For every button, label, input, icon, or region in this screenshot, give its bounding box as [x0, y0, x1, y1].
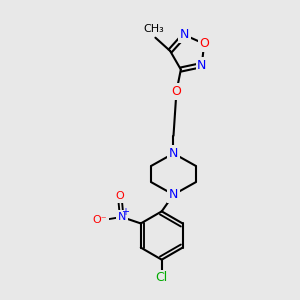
Text: O⁻: O⁻ — [92, 215, 107, 225]
Text: N: N — [197, 58, 206, 71]
Text: N: N — [180, 28, 189, 41]
Text: N: N — [169, 147, 178, 160]
Text: N: N — [118, 212, 126, 222]
Text: +: + — [122, 207, 130, 217]
Text: N: N — [169, 188, 178, 201]
Text: O: O — [116, 191, 124, 201]
Text: Cl: Cl — [156, 272, 168, 284]
Text: O: O — [199, 37, 209, 50]
Text: CH₃: CH₃ — [144, 24, 164, 34]
Text: O: O — [172, 85, 182, 98]
